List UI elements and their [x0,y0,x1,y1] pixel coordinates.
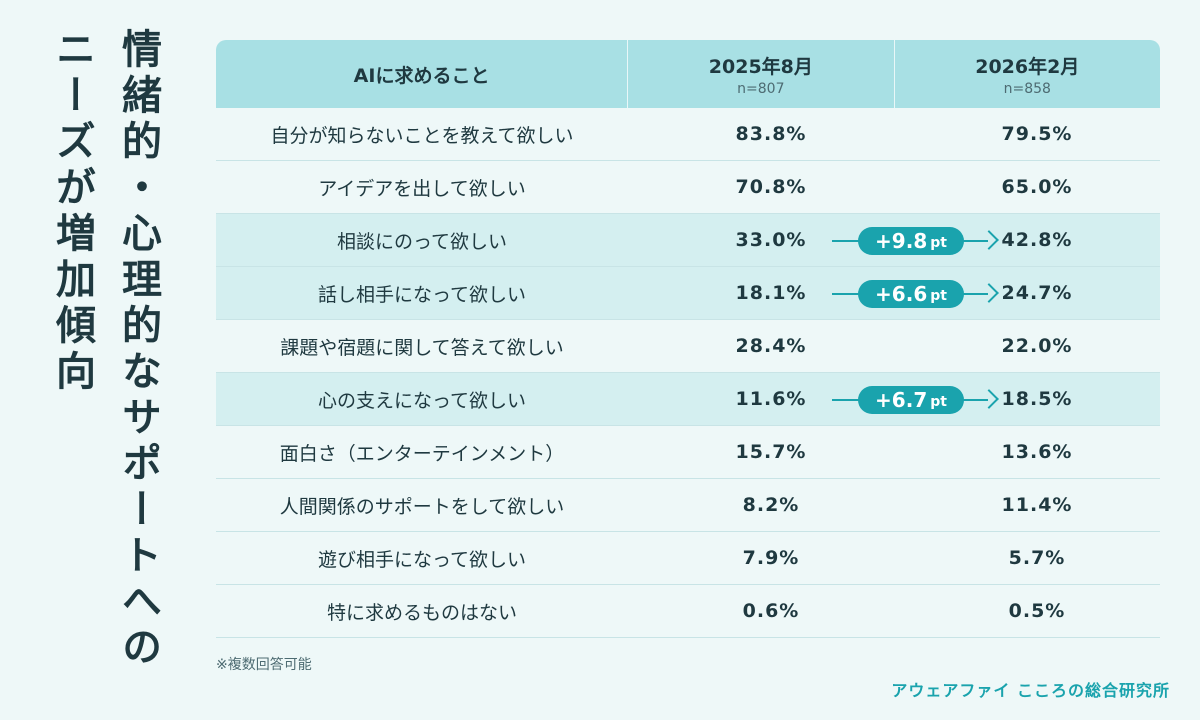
diff-badge: +6.6 pt [858,280,964,308]
value-2025: 15.7% [735,441,807,463]
comparison-table: AIに求めること 2025年8月 n=807 2026年2月 n=858 自分が… [216,40,1160,638]
table-row: 話し相手になって欲しい 18.1% 24.7% +6.6 pt [216,267,1160,320]
table-row: 自分が知らないことを教えて欲しい 83.8% 79.5% [216,108,1160,161]
title-line-2: ニーズが増加傾向 [49,28,95,396]
arrow-head-icon [979,230,999,250]
value-2026: 11.4% [1001,494,1073,516]
value-2025: 28.4% [735,335,807,357]
value-2025: 7.9% [742,547,800,569]
row-label: 話し相手になって欲しい [317,283,527,306]
title-line-1: 情緒的・心理的なサポートへの [115,28,161,672]
footnote: ※複数回答可能 [216,657,312,673]
value-2025: 83.8% [735,123,807,145]
value-2026: 24.7% [1001,282,1073,304]
value-2026: 18.5% [1001,388,1073,410]
table-row: 特に求めるものはない 0.6% 0.5% [216,585,1160,638]
table-body: 自分が知らないことを教えて欲しい 83.8% 79.5% アイデアを出して欲しい 70.… [216,108,1160,638]
table-row: 遊び相手になって欲しい 7.9% 5.7% [216,532,1160,585]
diff-value: +6.7 [875,388,928,412]
row-label: アイデアを出して欲しい [318,177,526,200]
row-label: 遊び相手になって欲しい [317,548,527,571]
row-label: 課題や宿題に関して答えて欲しい [280,336,564,359]
arrow-head-icon [979,389,999,409]
value-2026: 79.5% [1001,123,1073,145]
increase-arrow: +6.6 pt [832,280,999,308]
header-2026-n: n=858 [1003,80,1051,97]
value-2025: 0.6% [742,600,800,622]
value-2026: 13.6% [1001,441,1073,463]
value-2026: 0.5% [1008,600,1066,622]
diff-unit: pt [930,235,947,251]
value-2026: 42.8% [1001,229,1073,251]
table-header: AIに求めること 2025年8月 n=807 2026年2月 n=858 [216,40,1160,108]
increase-arrow: +9.8 pt [832,227,999,255]
diff-unit: pt [930,394,947,410]
table-row: 相談にのって欲しい 33.0% 42.8% +9.8 pt [216,214,1160,267]
value-2025: 70.8% [735,176,807,198]
row-label: 心の支えになって欲しい [317,389,527,412]
value-2025: 11.6% [735,388,807,410]
row-label: 自分が知らないことを教えて欲しい [270,124,574,147]
increase-arrow: +6.7 pt [832,386,999,414]
table-row: アイデアを出して欲しい 70.8% 65.0% [216,161,1160,214]
header-2025-label: 2025年8月 [708,55,813,78]
value-2025: 18.1% [735,282,807,304]
diff-value: +6.6 [875,282,928,306]
table-row: 心の支えになって欲しい 11.6% 18.5% +6.7 pt [216,373,1160,426]
row-label: 面白さ（エンターテインメント） [279,442,565,465]
header-item-label: AIに求めること [353,64,490,87]
table-row: 人間関係のサポートをして欲しい 8.2% 11.4% [216,479,1160,532]
header-2025: 2025年8月 n=807 [627,40,893,108]
value-2025: 8.2% [742,494,800,516]
value-2026: 5.7% [1008,547,1066,569]
row-label: 人間関係のサポートをして欲しい [279,495,565,518]
row-label: 相談にのって欲しい [336,230,508,253]
header-2026-label: 2026年2月 [975,55,1080,78]
header-item: AIに求めること [216,40,627,108]
row-label: 特に求めるものはない [326,601,517,624]
table-row: 課題や宿題に関して答えて欲しい 28.4% 22.0% [216,320,1160,373]
diff-value: +9.8 [875,229,928,253]
diff-badge: +6.7 pt [858,386,964,414]
credit: アウェアファイ こころの総合研究所 [891,681,1170,700]
diff-unit: pt [930,288,947,304]
value-2026: 65.0% [1001,176,1073,198]
diff-badge: +9.8 pt [858,227,964,255]
table-row: 面白さ（エンターテインメント） 15.7% 13.6% [216,426,1160,479]
value-2025: 33.0% [735,229,807,251]
header-2025-n: n=807 [737,80,785,97]
header-2026: 2026年2月 n=858 [893,40,1160,108]
value-2026: 22.0% [1001,335,1073,357]
arrow-head-icon [979,283,999,303]
